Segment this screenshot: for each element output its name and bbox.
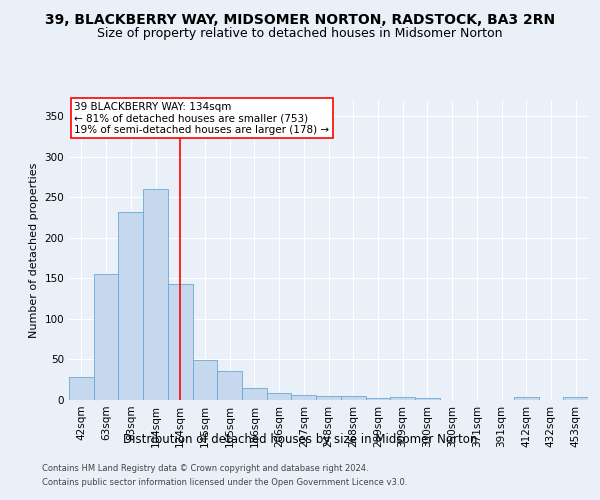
- Bar: [143, 189, 168, 400]
- Y-axis label: Number of detached properties: Number of detached properties: [29, 162, 39, 338]
- Text: Contains public sector information licensed under the Open Government Licence v3: Contains public sector information licen…: [42, 478, 407, 487]
- Bar: [316, 396, 341, 400]
- Bar: [217, 371, 242, 400]
- Bar: [365, 398, 390, 400]
- Bar: [563, 397, 588, 400]
- Bar: [118, 212, 143, 400]
- Bar: [94, 274, 118, 400]
- Bar: [415, 398, 440, 400]
- Text: 39 BLACKBERRY WAY: 134sqm
← 81% of detached houses are smaller (753)
19% of semi: 39 BLACKBERRY WAY: 134sqm ← 81% of detac…: [74, 102, 329, 134]
- Bar: [242, 388, 267, 400]
- Text: 39, BLACKBERRY WAY, MIDSOMER NORTON, RADSTOCK, BA3 2RN: 39, BLACKBERRY WAY, MIDSOMER NORTON, RAD…: [45, 12, 555, 26]
- Bar: [514, 397, 539, 400]
- Text: Distribution of detached houses by size in Midsomer Norton: Distribution of detached houses by size …: [123, 432, 477, 446]
- Bar: [390, 397, 415, 400]
- Bar: [168, 284, 193, 400]
- Text: Size of property relative to detached houses in Midsomer Norton: Size of property relative to detached ho…: [97, 28, 503, 40]
- Bar: [341, 396, 365, 400]
- Bar: [267, 392, 292, 400]
- Bar: [193, 360, 217, 400]
- Bar: [69, 378, 94, 400]
- Bar: [292, 395, 316, 400]
- Text: Contains HM Land Registry data © Crown copyright and database right 2024.: Contains HM Land Registry data © Crown c…: [42, 464, 368, 473]
